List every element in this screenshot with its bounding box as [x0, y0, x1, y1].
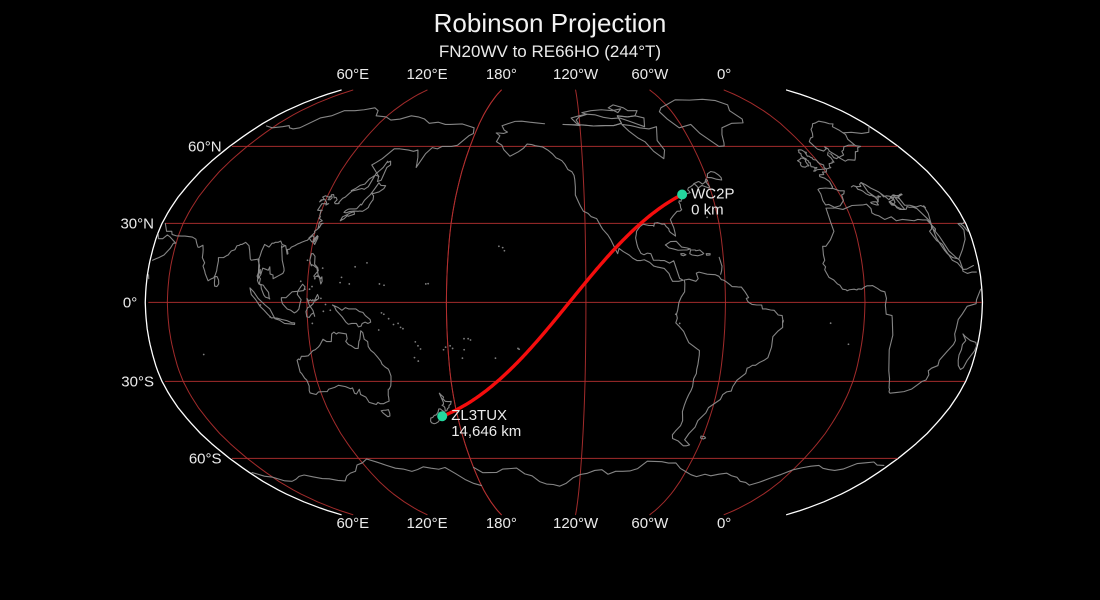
svg-text:0°: 0°	[717, 515, 731, 532]
svg-text:0°: 0°	[717, 66, 731, 83]
svg-text:120°W: 120°W	[553, 66, 599, 83]
svg-text:60°S: 60°S	[189, 450, 222, 467]
svg-text:120°E: 120°E	[407, 515, 448, 532]
svg-text:0 km: 0 km	[691, 202, 724, 219]
svg-text:120°E: 120°E	[407, 66, 448, 83]
svg-text:120°W: 120°W	[553, 515, 599, 532]
svg-text:30°N: 30°N	[120, 215, 154, 232]
svg-text:14,646 km: 14,646 km	[451, 423, 521, 440]
svg-text:60°W: 60°W	[631, 66, 669, 83]
svg-text:60°E: 60°E	[336, 515, 369, 532]
svg-text:60°N: 60°N	[188, 138, 222, 155]
svg-text:180°: 180°	[486, 66, 517, 83]
svg-text:30°S: 30°S	[121, 373, 154, 390]
svg-text:60°E: 60°E	[336, 66, 369, 83]
svg-text:WC2P: WC2P	[691, 186, 734, 203]
svg-text:0°: 0°	[123, 294, 137, 311]
svg-text:60°W: 60°W	[631, 515, 669, 532]
svg-text:ZL3TUX: ZL3TUX	[451, 407, 507, 424]
svg-text:180°: 180°	[486, 515, 517, 532]
